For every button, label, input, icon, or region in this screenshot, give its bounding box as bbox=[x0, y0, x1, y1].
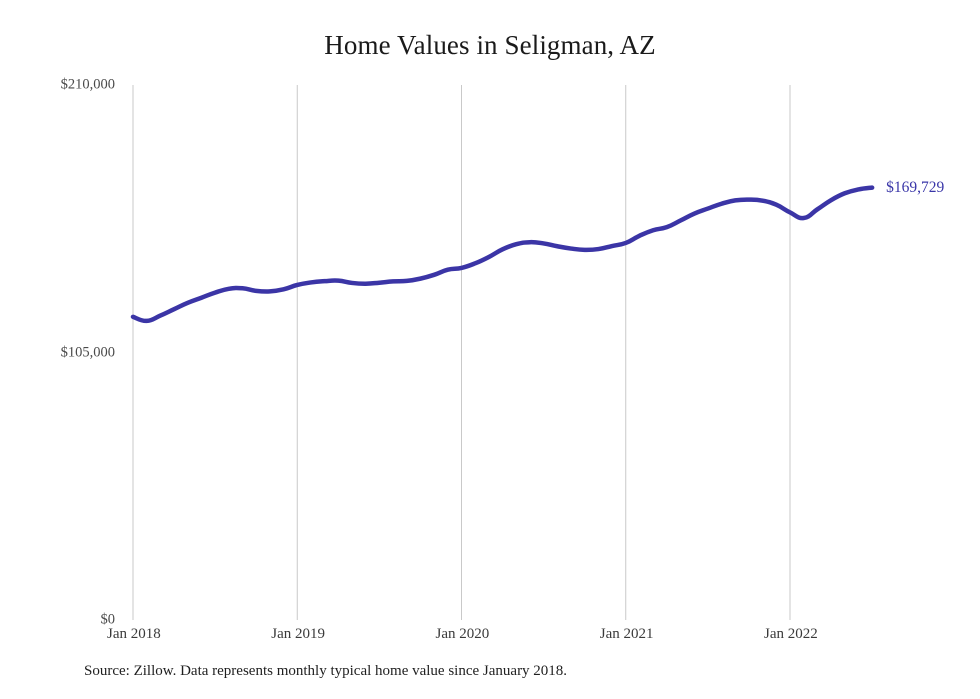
y-axis-tick-label: $105,000 bbox=[60, 344, 115, 360]
y-axis-tick-label: $210,000 bbox=[60, 76, 115, 93]
x-axis-tick-label: Jan 2019 bbox=[271, 626, 325, 642]
gridline-group bbox=[132, 85, 791, 620]
source-note: Source: Zillow. Data represents monthly … bbox=[84, 663, 568, 679]
x-axis-tick-label: Jan 2022 bbox=[764, 626, 818, 642]
x-axis-tick-label: Jan 2020 bbox=[435, 626, 490, 642]
x-axis-tick-label: Jan 2021 bbox=[599, 626, 654, 642]
chart-canvas bbox=[130, 85, 875, 620]
y-axis-tick-label: $0 bbox=[100, 611, 116, 628]
data-line-group bbox=[130, 185, 875, 324]
end-value-label: $169,729 bbox=[886, 178, 945, 196]
page-title: Home Values in Seligman, AZ bbox=[324, 30, 656, 60]
x-axis-tick-label: Jan 2018 bbox=[107, 626, 161, 642]
line-chart-plot: $210,000 $105,000 $0 Jan 2018 Jan 2019 Jan 2… bbox=[60, 76, 945, 643]
data-line bbox=[130, 185, 875, 324]
